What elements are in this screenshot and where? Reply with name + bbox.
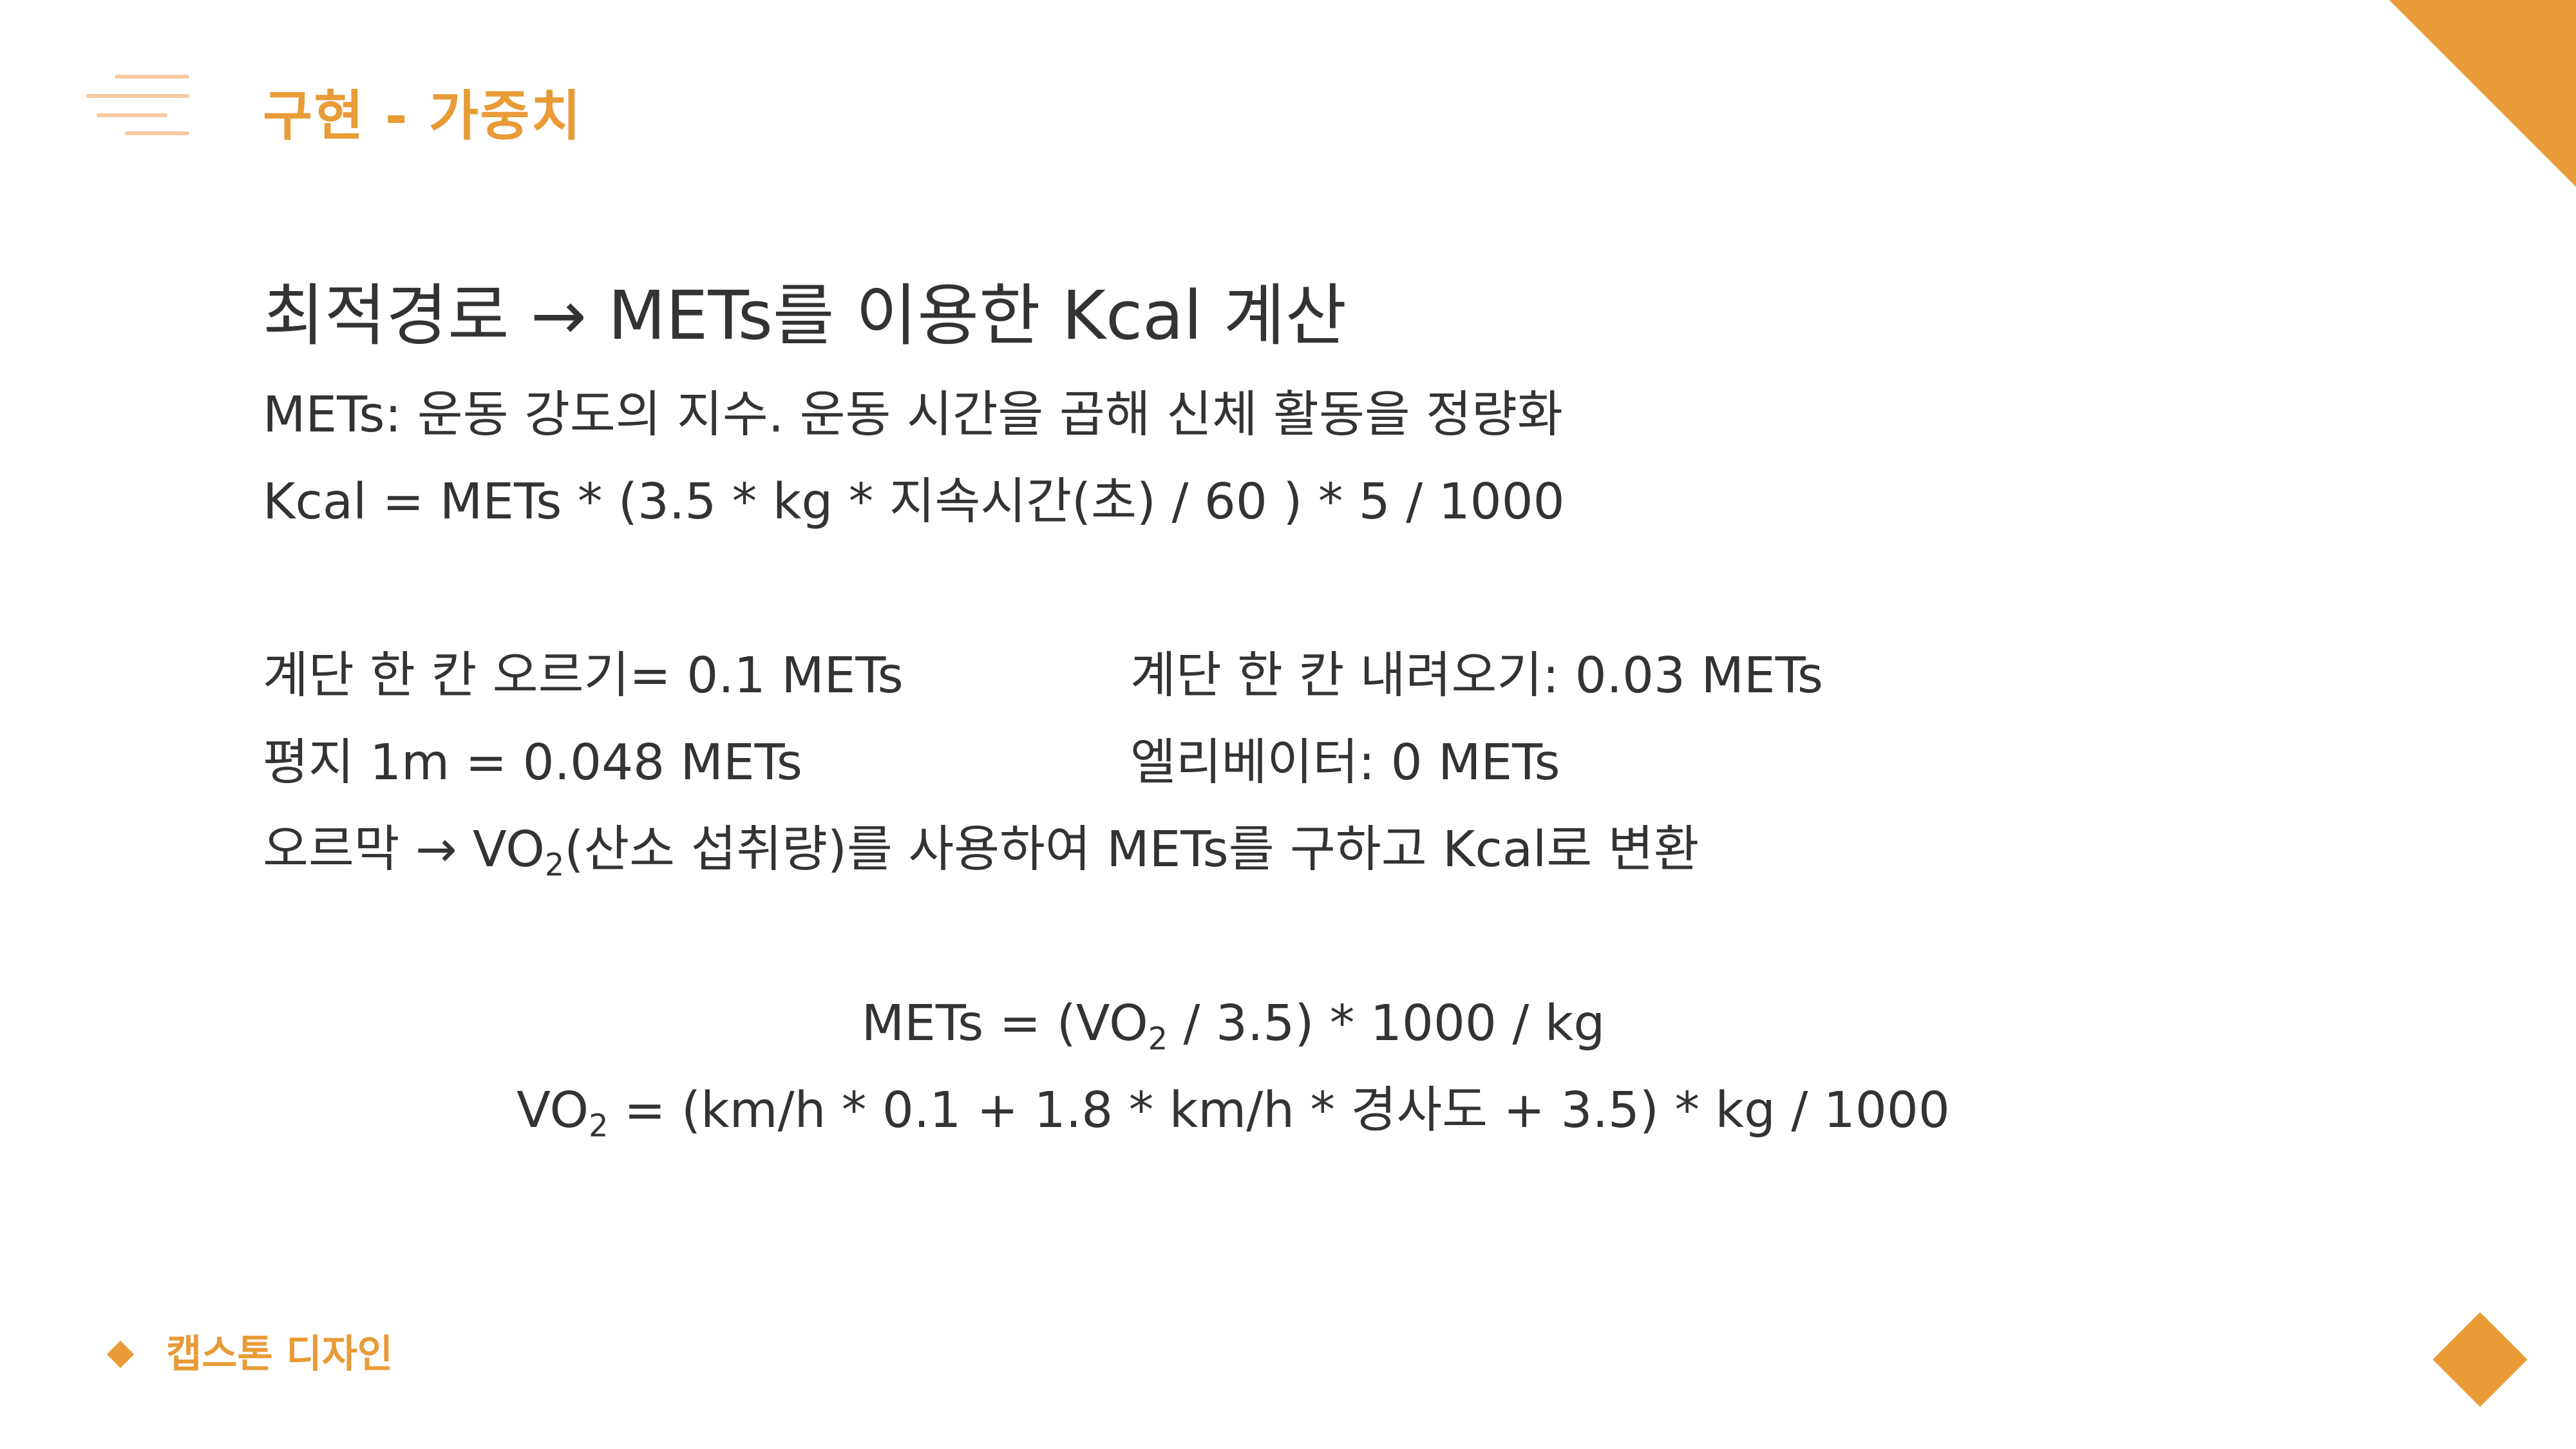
diamond-icon [106,1340,135,1368]
footer-label: 캡스톤 디자인 [166,1332,393,1377]
uphill-text-end: (산소 섭취량)를 사용하여 METs를 구하고 Kcal로 변환 [564,821,1700,878]
vo2-formula-subscript: 2 [589,1108,609,1144]
stairs-up-value: 계단 한 칸 오르기= 0.1 METs [263,647,904,705]
menu-lines-icon [86,75,189,139]
vo2-formula: VO2 = (km/h * 0.1 + 1.8 * km/h * 경사도 + 3… [0,1079,2467,1143]
stairs-down-value: 계단 한 칸 내려오기: 0.03 METs [1130,647,1823,705]
slide-subtitle: 최적경로 → METs를 이용한 Kcal 계산 [263,276,1347,355]
flat-ground-value: 평지 1m = 0.048 METs [263,734,803,791]
uphill-subscript: 2 [544,848,565,884]
mets-vo2-formula: METs = (VO2 / 3.5) * 1000 / kg [0,992,2467,1056]
vo2-formula-start: VO [516,1082,589,1139]
mets-definition: METs: 운동 강도의 지수. 운동 시간을 곱해 신체 활동을 정량화 [263,386,1563,444]
corner-triangle-decoration [2389,0,2576,187]
uphill-text-start: 오르막 → VO [263,821,545,878]
mets-formula-start: METs = (VO [861,995,1148,1052]
mets-formula-end: / 3.5) * 1000 / kg [1168,995,1605,1052]
kcal-formula: Kcal = METs * (3.5 * kg * 지속시간(초) / 60 )… [263,473,1565,531]
elevator-value: 엘리베이터: 0 METs [1130,734,1560,791]
corner-diamond-decoration [2432,1312,2528,1407]
uphill-description: 오르막 → VO2(산소 섭취량)를 사용하여 METs를 구하고 Kcal로 … [263,818,1699,882]
page-title: 구현 - 가중치 [263,84,582,147]
vo2-formula-end: = (km/h * 0.1 + 1.8 * km/h * 경사도 + 3.5) … [608,1082,1950,1139]
mets-formula-subscript: 2 [1148,1021,1168,1057]
